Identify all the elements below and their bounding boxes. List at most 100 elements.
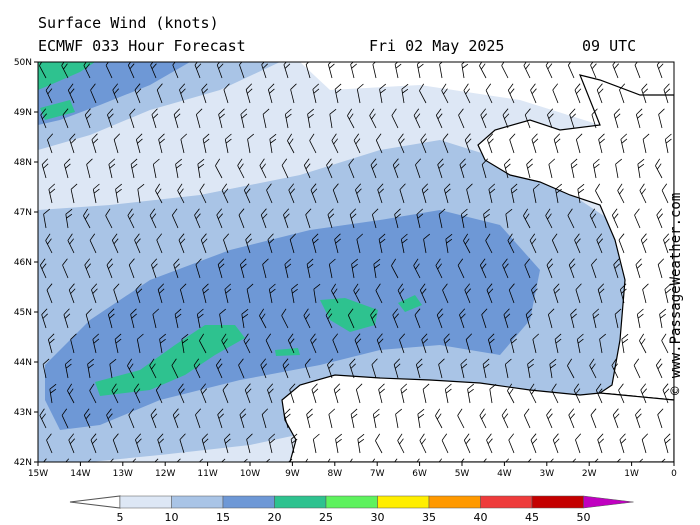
wind-barb — [507, 383, 515, 404]
wind-barb — [46, 283, 53, 304]
lat-label: 46N — [14, 258, 32, 268]
wind-barb — [107, 308, 115, 329]
wind-barb — [173, 108, 181, 129]
wind-barb — [135, 433, 142, 454]
wind-barb — [552, 83, 559, 104]
wind-barb — [369, 458, 376, 462]
wind-barb — [115, 183, 123, 204]
wind-barb — [216, 208, 223, 229]
wind-barb — [312, 83, 320, 104]
wind-barb — [287, 333, 295, 354]
wind-barb — [179, 83, 186, 104]
wind-barb — [196, 308, 204, 329]
wind-barb — [392, 158, 400, 179]
wind-barb — [135, 283, 143, 304]
wind-barb — [89, 383, 97, 404]
wind-barb — [197, 158, 205, 179]
wind-barb — [70, 183, 78, 204]
wind-barb — [524, 108, 531, 129]
wind-barb — [589, 358, 597, 379]
wind-barb — [310, 333, 317, 354]
wind-barb — [134, 83, 142, 104]
wind-barb — [463, 83, 471, 104]
map-title: Surface Wind (knots) — [38, 14, 219, 32]
wind-barb — [530, 433, 538, 454]
wind-barb — [312, 433, 320, 454]
wind-barb — [150, 408, 158, 429]
wind-barb — [218, 108, 225, 129]
wind-barb — [259, 308, 267, 329]
wind-barb — [173, 258, 180, 279]
colorbar-swatch — [325, 495, 378, 509]
wind-barb — [592, 158, 600, 179]
wind-barb — [661, 183, 669, 204]
wind-barb — [439, 62, 447, 79]
forecast-model: ECMWF 033 Hour Forecast — [38, 37, 246, 55]
wind-barb — [642, 283, 649, 304]
wind-barb — [172, 408, 180, 429]
wind-barb — [349, 208, 357, 229]
wind-barb — [612, 62, 619, 79]
wind-barb — [195, 258, 202, 279]
wind-barb — [524, 258, 531, 279]
wind-barb — [547, 308, 555, 329]
wind-barb — [391, 258, 399, 279]
wind-barb — [39, 408, 47, 429]
wind-barb — [355, 383, 363, 404]
wind-barb — [639, 333, 647, 354]
wind-barb — [202, 283, 209, 304]
wind-barb — [394, 62, 402, 79]
wind-barb — [372, 408, 380, 429]
wind-barb — [223, 433, 231, 454]
forecast-time: 09 UTC — [582, 37, 637, 55]
wind-barb — [113, 283, 120, 304]
wind-barb — [683, 184, 697, 203]
wind-barb — [574, 83, 582, 104]
wind-barb — [591, 108, 598, 129]
wind-barb — [502, 258, 509, 279]
wind-barb — [529, 233, 537, 254]
wind-barb — [223, 83, 230, 104]
wind-barb — [246, 433, 253, 454]
wind-barb — [376, 333, 384, 354]
wind-barb — [532, 183, 540, 204]
colorbar: 5 10 15 20 25 30 35 40 45 50 — [69, 495, 634, 524]
wind-barb — [136, 333, 144, 354]
colorbar-label: 25 — [319, 511, 333, 524]
wind-barb — [420, 133, 427, 154]
wind-barb — [83, 408, 91, 429]
wind-barb — [641, 83, 648, 104]
lat-label: 42N — [14, 458, 32, 468]
wind-barb — [201, 83, 208, 104]
wind-barb — [267, 383, 274, 404]
wind-barb — [129, 108, 136, 129]
wind-barb — [283, 62, 291, 79]
wind-barb — [69, 133, 76, 154]
wind-barb — [599, 333, 607, 354]
wind-barb — [137, 183, 145, 204]
wind-barb — [635, 408, 642, 429]
wind-barb — [39, 258, 47, 279]
wind-barb — [350, 408, 358, 429]
wind-barb — [179, 433, 186, 454]
wind-barb — [479, 408, 487, 429]
wind-barb — [281, 308, 289, 329]
wind-barb — [305, 62, 313, 79]
lon-label: 2W — [582, 469, 597, 479]
wind-barb — [657, 258, 665, 279]
wind-barb — [305, 208, 312, 229]
wind-barb — [483, 208, 491, 229]
wind-barb — [399, 333, 406, 354]
wind-barb — [551, 233, 559, 254]
wind-barb — [555, 183, 563, 204]
wind-barb — [370, 158, 378, 179]
wind-barb — [237, 158, 245, 179]
wind-band-20-f — [40, 100, 75, 120]
wind-barb — [618, 233, 625, 254]
wind-barb — [178, 233, 186, 254]
wind-barb — [485, 83, 493, 104]
wind-barb — [306, 258, 314, 279]
wind-barb — [177, 183, 185, 204]
wind-barb — [570, 158, 578, 179]
wind-barb — [503, 308, 511, 329]
